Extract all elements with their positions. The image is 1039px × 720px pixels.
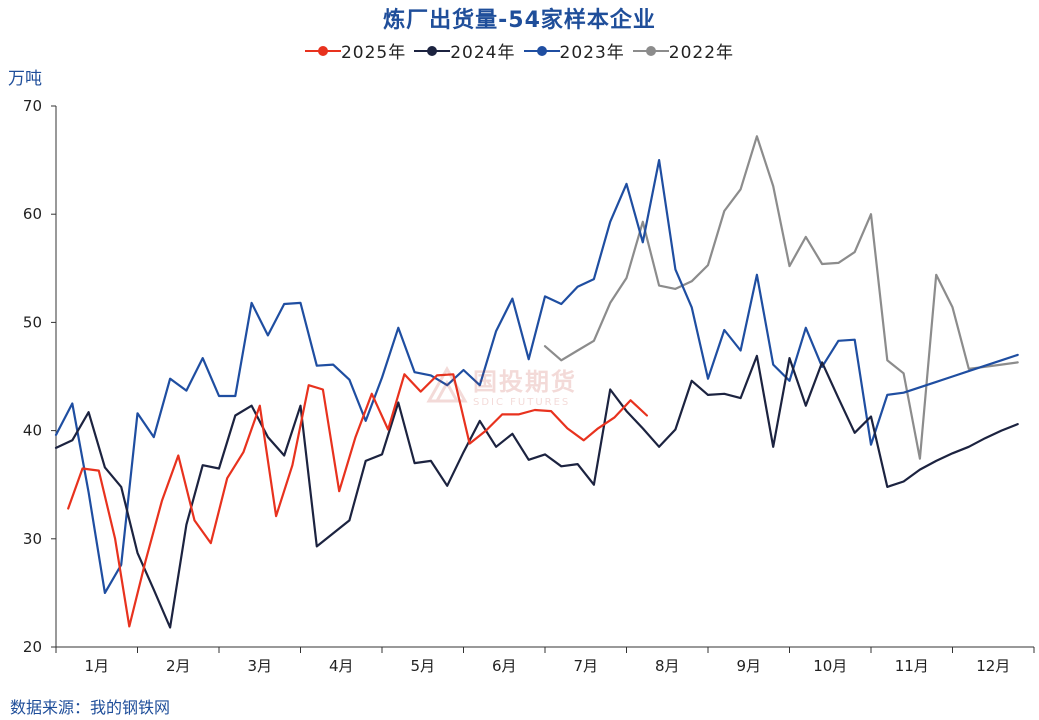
y-tick-label: 70 — [23, 97, 42, 115]
legend-label-2025: 2025年 — [340, 43, 407, 63]
series-line-2024年 — [54, 354, 1019, 629]
legend-label-2024: 2024年 — [450, 43, 516, 63]
y-tick-label: 50 — [23, 313, 42, 331]
x-tick-label: 7月 — [573, 657, 598, 675]
legend-item-2022: 2022年 — [632, 38, 735, 63]
legend-swatch-2022 — [632, 45, 669, 56]
y-tick-label: 30 — [23, 530, 42, 548]
legend-label-2022: 2022年 — [668, 43, 735, 63]
x-tick-label: 3月 — [247, 657, 272, 675]
x-tick-label: 10月 — [813, 657, 847, 675]
x-tick-label: 1月 — [84, 657, 109, 675]
chart-legend: 2025年 2024年 2023年 2022年 — [0, 38, 1039, 63]
legend-item-2025: 2025年 — [304, 38, 407, 63]
series-line-2025年 — [67, 373, 649, 628]
legend-item-2024: 2024年 — [414, 38, 515, 63]
x-tick-label: 6月 — [492, 657, 517, 675]
x-tick-label: 2月 — [166, 657, 191, 675]
legend-swatch-2023 — [523, 45, 560, 56]
legend-swatch-2025 — [304, 45, 341, 56]
y-tick-label: 20 — [23, 638, 42, 656]
x-tick-label: 8月 — [655, 657, 680, 675]
x-tick-label: 4月 — [329, 657, 354, 675]
legend-swatch-2024 — [414, 45, 451, 56]
series-line-2023年 — [54, 159, 1019, 595]
data-source: 数据来源：我的钢铁网 — [10, 698, 171, 717]
x-tick-label: 11月 — [895, 657, 929, 675]
legend-item-2023: 2023年 — [523, 38, 625, 63]
chart-title: 炼厂出货量-54家样本企业 — [383, 8, 656, 33]
x-tick-label: 9月 — [736, 657, 761, 675]
series-line-2022年 — [543, 135, 1019, 460]
legend-label-2023: 2023年 — [559, 43, 625, 63]
x-tick-label: 5月 — [410, 657, 435, 675]
x-tick-label: 12月 — [976, 657, 1010, 675]
y-axis-unit-label: 万吨 — [8, 69, 42, 89]
y-tick-label: 60 — [23, 205, 42, 223]
y-tick-label: 40 — [23, 422, 42, 440]
